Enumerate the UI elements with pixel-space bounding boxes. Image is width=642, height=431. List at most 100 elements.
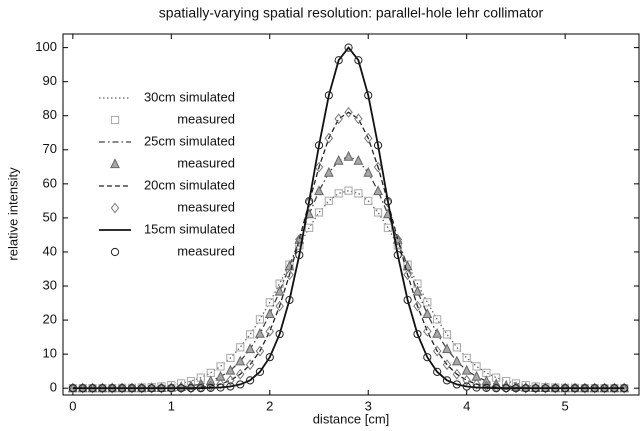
y-tick-label: 10 (43, 346, 57, 361)
marker (344, 43, 353, 52)
marker (108, 384, 117, 393)
marker (265, 353, 274, 362)
marker (531, 382, 540, 394)
marker (344, 106, 353, 118)
x-tick-label: 4 (463, 398, 470, 413)
marker (186, 382, 196, 394)
marker (422, 308, 433, 319)
marker (413, 329, 422, 339)
marker (354, 113, 363, 125)
marker (137, 382, 147, 394)
marker (363, 132, 373, 144)
marker (147, 382, 156, 394)
y-tick-label: 20 (43, 312, 57, 327)
marker (323, 166, 334, 177)
marker (472, 378, 481, 390)
marker (245, 359, 255, 371)
x-tick-label: 3 (365, 398, 372, 413)
marker (235, 355, 246, 366)
marker (110, 158, 120, 169)
marker (264, 308, 275, 319)
marker (324, 91, 333, 100)
marker (78, 382, 87, 394)
marker (442, 343, 452, 354)
marker (324, 132, 334, 144)
marker (521, 384, 530, 393)
y-tick-label: 40 (43, 243, 57, 258)
marker (432, 345, 442, 357)
y-tick-label: 30 (43, 277, 57, 292)
marker (255, 327, 265, 338)
marker (373, 161, 383, 173)
marker (620, 384, 629, 393)
marker (304, 196, 314, 208)
marker (265, 298, 274, 307)
marker (157, 382, 166, 394)
x-tick-label: 1 (168, 398, 175, 413)
marker (167, 384, 176, 393)
legend-label: 15cm simulated (144, 221, 235, 236)
marker (98, 382, 107, 394)
marker (492, 384, 501, 393)
marker (333, 154, 344, 165)
marker (344, 186, 353, 195)
legend-label: measured (177, 199, 235, 214)
marker (216, 383, 225, 392)
marker (541, 382, 550, 394)
marker (413, 300, 422, 312)
marker (472, 362, 481, 371)
marker (452, 343, 461, 352)
legend-label: 20cm simulated (144, 177, 235, 192)
marker (354, 189, 363, 198)
marker (314, 185, 324, 196)
marker (177, 384, 186, 393)
marker (541, 384, 550, 393)
marker (521, 382, 531, 394)
marker (226, 374, 235, 386)
marker (570, 382, 580, 394)
marker (590, 384, 599, 393)
marker (147, 384, 156, 393)
marker (127, 382, 137, 394)
marker (461, 364, 472, 375)
marker (600, 384, 609, 393)
x-axis-label: distance [cm] (313, 411, 390, 426)
marker (580, 384, 589, 393)
marker (383, 197, 393, 206)
marker (255, 345, 265, 357)
y-tick-label: 50 (43, 209, 57, 224)
marker (373, 208, 383, 217)
marker (226, 382, 235, 391)
marker (117, 384, 127, 393)
marker (610, 384, 619, 393)
marker (354, 56, 363, 65)
marker (442, 330, 452, 339)
marker (137, 384, 146, 393)
legend-label: measured (177, 155, 235, 170)
marker (236, 343, 245, 352)
x-tick-label: 0 (69, 398, 76, 413)
marker (110, 202, 120, 214)
marker (255, 315, 265, 324)
marker (216, 362, 225, 371)
marker (610, 382, 619, 394)
marker (274, 285, 285, 296)
marker (216, 378, 225, 390)
legend-label: measured (177, 243, 235, 258)
marker (127, 384, 137, 393)
marker (236, 380, 245, 389)
marker (373, 185, 383, 196)
marker (472, 383, 481, 392)
marker (551, 382, 560, 394)
marker (433, 367, 442, 376)
marker (88, 382, 97, 394)
chart-title: spatially-varying spatial resolution: pa… (159, 5, 544, 21)
marker (363, 166, 374, 177)
marker (482, 383, 491, 392)
marker (226, 353, 235, 362)
marker (285, 269, 294, 281)
marker (600, 382, 609, 394)
marker (176, 382, 186, 394)
marker (110, 247, 120, 257)
marker (383, 196, 393, 208)
